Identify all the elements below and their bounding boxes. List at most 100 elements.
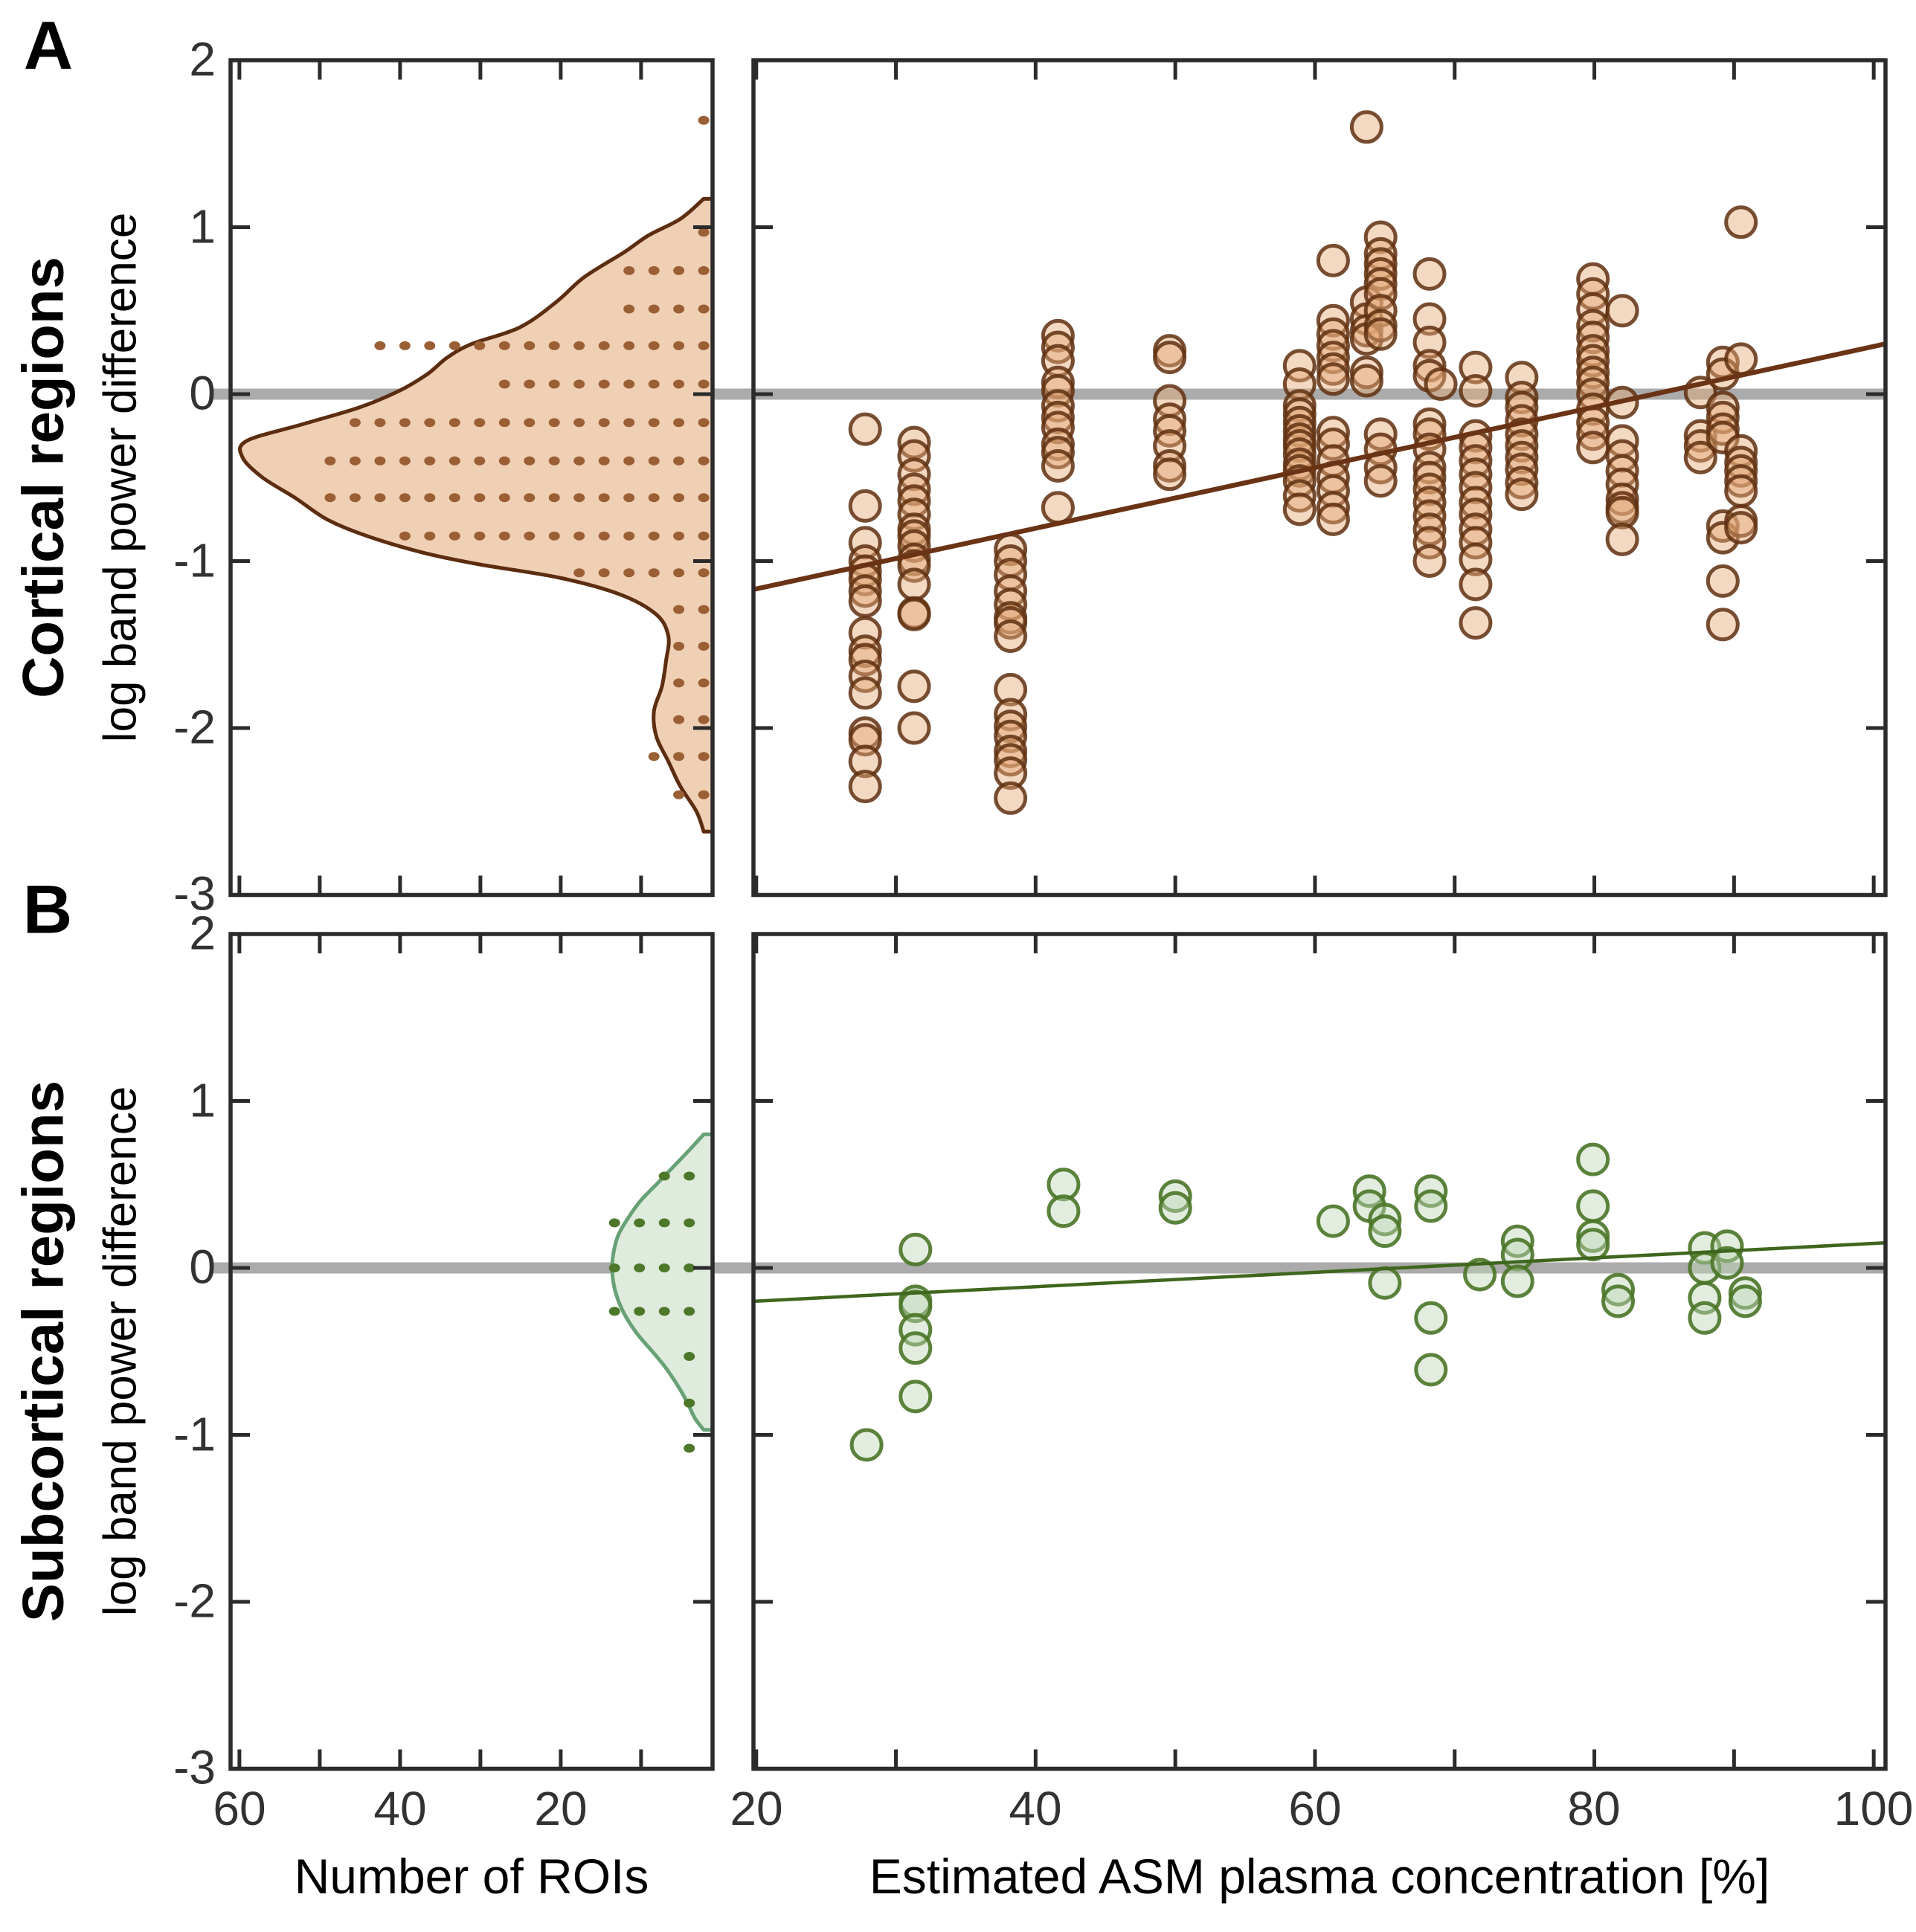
- histogram-dot: [684, 1352, 695, 1361]
- scatter-point: [1412, 325, 1447, 359]
- y-tick-label: -3: [173, 866, 216, 921]
- scatter-point: [1505, 440, 1539, 474]
- scatter-point: [848, 489, 882, 523]
- scatter-point: [1368, 1202, 1402, 1237]
- histogram-dot: [424, 456, 436, 466]
- scatter-point: [1041, 365, 1075, 399]
- histogram-dot: [673, 642, 685, 651]
- panel-a-histogram: [238, 115, 715, 834]
- y-tick-label: -2: [173, 700, 216, 754]
- histogram-dot: [608, 1218, 620, 1228]
- scatter-point: [1412, 544, 1447, 578]
- scatter-point: [848, 676, 882, 710]
- scatter-point: [1414, 1353, 1448, 1387]
- histogram-dot: [648, 493, 660, 503]
- scatter-point: [1041, 318, 1075, 352]
- scatter-point: [1349, 355, 1383, 390]
- scatter-point: [898, 1232, 933, 1266]
- histogram-dot: [684, 1398, 695, 1408]
- scatter-point: [1412, 257, 1447, 291]
- scatter-point: [1368, 1266, 1402, 1300]
- scatter-point: [1363, 317, 1398, 351]
- scatter-point: [1459, 606, 1493, 640]
- scatter-point: [1463, 1258, 1497, 1292]
- scatter-point: [1724, 205, 1758, 239]
- histogram-dot: [573, 379, 585, 389]
- scatter-point: [994, 709, 1028, 744]
- scatter-point: [1724, 342, 1758, 376]
- histogram-dot: [684, 1218, 695, 1228]
- scatter-point: [1576, 365, 1610, 399]
- scatter-point: [1363, 309, 1398, 343]
- scatter-point: [1459, 374, 1493, 408]
- scatter-point: [1316, 502, 1350, 536]
- scatter-point: [1601, 1284, 1635, 1318]
- histogram-dot: [634, 1307, 646, 1316]
- histogram-dot: [698, 304, 710, 314]
- scatter-point: [1505, 466, 1539, 500]
- scatter-point: [1153, 402, 1187, 437]
- histogram-dot: [524, 456, 536, 466]
- histogram-dot: [598, 379, 610, 389]
- y-axis-title-b: log band power difference: [94, 1086, 147, 1617]
- scatter-point: [1459, 486, 1493, 520]
- histogram-dot: [673, 531, 685, 541]
- histogram-dot: [548, 341, 560, 350]
- histogram-dot: [698, 752, 710, 761]
- histogram-dot: [449, 341, 460, 350]
- histogram-dot: [684, 1263, 695, 1272]
- scatter-point: [1282, 492, 1317, 527]
- histogram-dot: [623, 379, 635, 389]
- histogram-dot: [598, 568, 610, 578]
- scatter-point: [1412, 407, 1447, 441]
- scatter-point: [1349, 110, 1383, 144]
- histogram-dot: [424, 493, 436, 503]
- scatter-point: [1041, 491, 1075, 525]
- histogram-dot: [598, 456, 610, 466]
- histogram-dot: [648, 752, 660, 761]
- scatter-point: [849, 1428, 884, 1462]
- histogram-dot: [374, 493, 386, 503]
- axis-box: [751, 932, 1888, 1771]
- y-tick-label: 1: [189, 199, 216, 254]
- histogram-dot: [698, 115, 710, 125]
- histogram-dot: [673, 568, 685, 578]
- histogram-dot: [498, 418, 510, 428]
- histogram-dot: [424, 531, 436, 541]
- scatter-point: [1414, 1189, 1448, 1223]
- histogram-dot: [573, 568, 585, 578]
- zero-line: [211, 1262, 1886, 1274]
- scatter-point: [897, 567, 931, 602]
- scatter-point: [1459, 542, 1493, 576]
- scatter-point: [1728, 1276, 1762, 1310]
- histogram-dot: [698, 228, 710, 237]
- scatter-point: [1363, 464, 1398, 498]
- scatter-point: [1724, 474, 1758, 508]
- histogram-dot: [698, 418, 710, 428]
- histogram-dot: [684, 1307, 695, 1316]
- axes-box: [751, 932, 1888, 1771]
- scatter-point: [848, 584, 882, 618]
- scatter-point: [898, 1379, 933, 1414]
- histogram-dot: [648, 456, 660, 466]
- histogram-dot: [424, 341, 436, 350]
- scatter-point: [994, 619, 1028, 653]
- scatter-point: [1724, 464, 1758, 498]
- y-tick-label: -3: [173, 1740, 216, 1794]
- histogram-dot: [449, 418, 460, 428]
- scatter-point: [1316, 362, 1350, 396]
- scatter-point: [848, 634, 882, 669]
- scatter-point: [1316, 317, 1350, 351]
- scatter-point: [1706, 564, 1740, 598]
- histogram-dot: [648, 379, 660, 389]
- scatter-point: [1363, 267, 1398, 301]
- histogram-dot: [498, 493, 510, 503]
- histogram-dot: [573, 493, 585, 503]
- histogram-dot: [374, 341, 386, 350]
- histogram-dot: [698, 341, 710, 350]
- histogram-dot: [684, 1171, 695, 1181]
- scatter-point: [1412, 349, 1447, 383]
- histogram-dot: [648, 418, 660, 428]
- axes-box: [751, 58, 1888, 898]
- histogram-dot: [349, 418, 361, 428]
